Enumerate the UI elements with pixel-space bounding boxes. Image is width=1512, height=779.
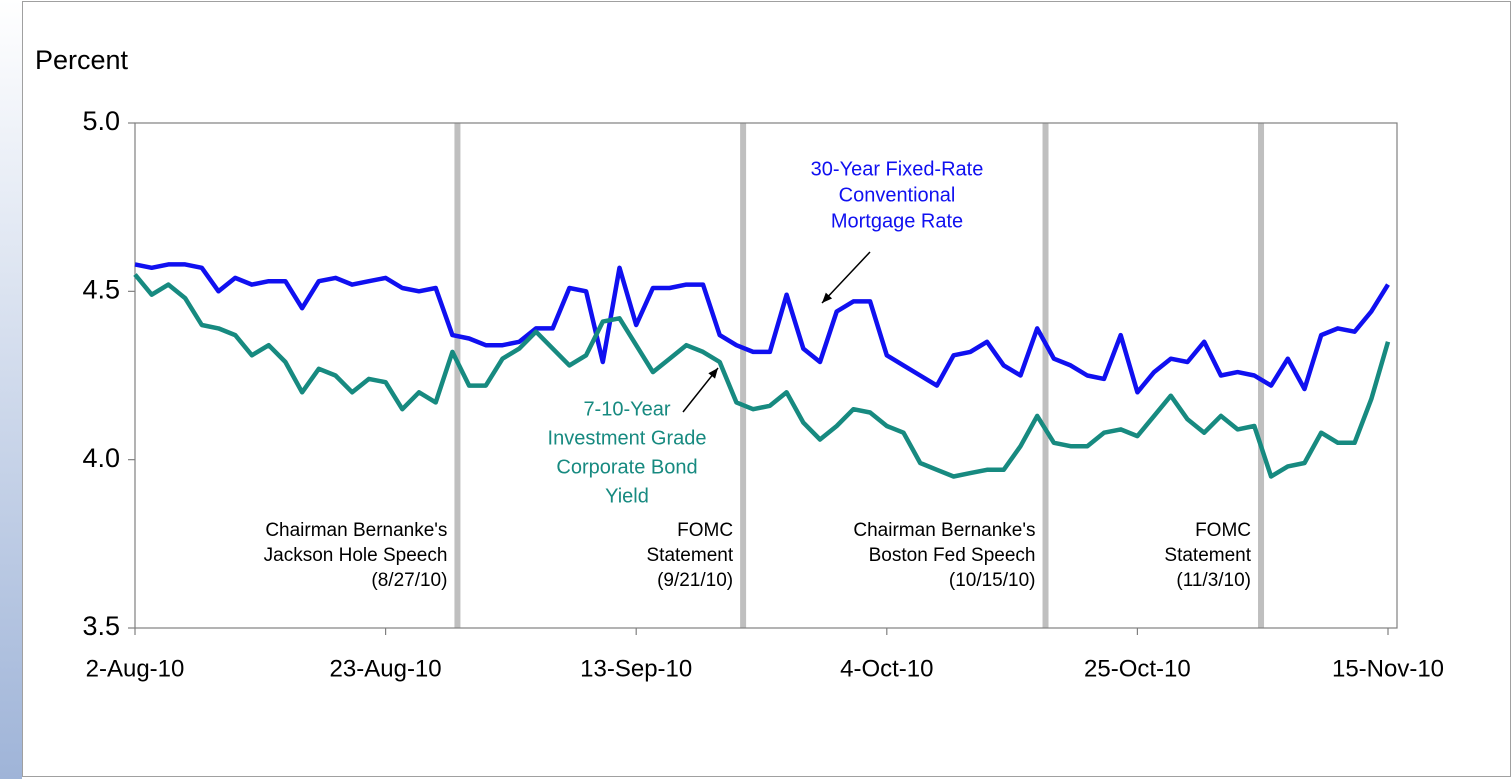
event-label: Boston Fed Speech: [869, 545, 1036, 566]
side-strip: [0, 0, 22, 779]
series-label: Yield: [605, 485, 649, 507]
event-label: (11/3/10): [1176, 570, 1251, 591]
y-axis-label: Percent: [35, 45, 129, 75]
x-tick-label: 4-Oct-10: [840, 655, 933, 682]
event-label: FOMC: [1195, 520, 1251, 541]
y-tick-label: 5.0: [82, 106, 120, 136]
event-label: Statement: [647, 545, 734, 566]
x-tick-label: 23-Aug-10: [330, 655, 442, 682]
x-tick-label: 15-Nov-10: [1332, 655, 1444, 682]
event-label: Chairman Bernanke's: [853, 520, 1035, 541]
series-label: Mortgage Rate: [831, 210, 963, 232]
series-label: 30-Year Fixed-Rate: [811, 158, 984, 180]
event-label: Chairman Bernanke's: [265, 520, 447, 541]
event-label: FOMC: [677, 520, 733, 541]
event-label: Jackson Hole Speech: [264, 545, 448, 566]
series-line: [134, 262, 1390, 395]
y-tick-label: 4.5: [82, 274, 120, 304]
arrow-head: [822, 292, 833, 303]
event-label: Statement: [1164, 545, 1251, 566]
series-line: [133, 273, 1391, 479]
y-tick-label: 4.0: [82, 443, 120, 473]
event-label: (9/21/10): [657, 570, 733, 591]
series-label: Investment Grade: [548, 427, 707, 449]
x-tick-label: 13-Sep-10: [580, 655, 692, 682]
series-label: 7-10-Year: [583, 398, 670, 420]
frame: [22, 1, 1511, 777]
x-tick-label: 25-Oct-10: [1084, 655, 1191, 682]
x-tick-label: 2-Aug-10: [86, 655, 185, 682]
arrow-head: [708, 368, 718, 379]
plot-border: [134, 122, 1398, 629]
plot: Chairman Bernanke's Jackson Hole Speech (8…: [82, 106, 1444, 682]
series-label: Conventional: [839, 184, 956, 206]
y-tick-label: 3.5: [82, 611, 120, 641]
event-label: (8/27/10): [371, 570, 447, 591]
event-label: (10/15/10): [949, 570, 1036, 591]
series-label: Corporate Bond: [556, 456, 697, 478]
annotation-arrow: [821, 251, 871, 304]
